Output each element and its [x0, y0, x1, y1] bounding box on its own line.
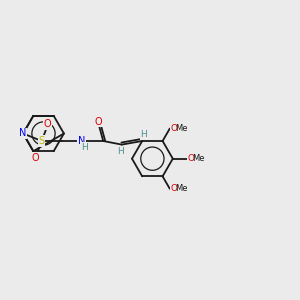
Text: Me: Me	[175, 124, 188, 133]
Text: O: O	[170, 124, 177, 133]
Text: H: H	[81, 142, 88, 152]
Text: O: O	[188, 154, 195, 163]
Text: S: S	[39, 136, 45, 146]
Text: O: O	[94, 116, 102, 127]
Text: N: N	[20, 128, 27, 139]
Text: H: H	[140, 130, 147, 139]
Text: N: N	[78, 136, 85, 146]
Text: Me: Me	[192, 154, 205, 163]
Text: O: O	[44, 119, 52, 129]
Text: O: O	[170, 184, 177, 193]
Text: O: O	[32, 153, 40, 163]
Text: Me: Me	[175, 184, 188, 193]
Text: H: H	[117, 147, 124, 156]
